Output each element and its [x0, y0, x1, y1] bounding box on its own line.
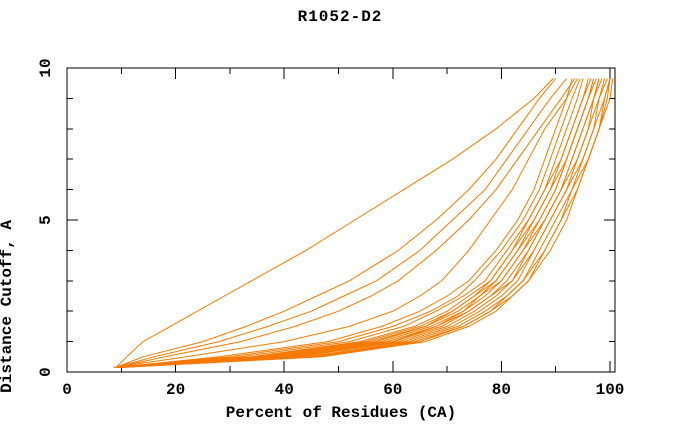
curve-model-06: [115, 78, 573, 368]
curve-model-05: [113, 78, 578, 368]
curve-model-03: [115, 78, 567, 368]
curve-model-14: [121, 78, 603, 368]
curve-model-21: [115, 78, 600, 368]
plot-frame: [66, 67, 616, 373]
x-tick-label: 100: [596, 381, 625, 399]
x-tick-label: 40: [275, 381, 294, 399]
curve-model-17: [121, 78, 611, 368]
curve-model-08: [118, 78, 584, 368]
curve-model-18: [115, 78, 611, 368]
y-tick-label: 0: [37, 367, 55, 377]
x-tick-label: 20: [166, 381, 185, 399]
curve-model-15: [115, 78, 606, 368]
x-tick-label: 60: [383, 381, 402, 399]
curve-model-01: [115, 78, 554, 368]
y-tick-label: 10: [37, 58, 55, 77]
curve-model-07: [115, 78, 581, 368]
curve-model-02: [115, 78, 557, 368]
y-tick-label: 5: [37, 215, 55, 225]
chart-title: R1052-D2: [297, 8, 383, 26]
curve-model-19: [118, 78, 611, 368]
curve-model-09: [115, 78, 589, 368]
x-tick-label: 80: [492, 381, 511, 399]
curve-model-22: [118, 78, 595, 368]
x-tick-label: 0: [62, 381, 72, 399]
curve-model-04: [115, 78, 576, 368]
x-axis-title: Percent of Residues (CA): [225, 404, 457, 422]
curve-model-20: [121, 78, 614, 368]
